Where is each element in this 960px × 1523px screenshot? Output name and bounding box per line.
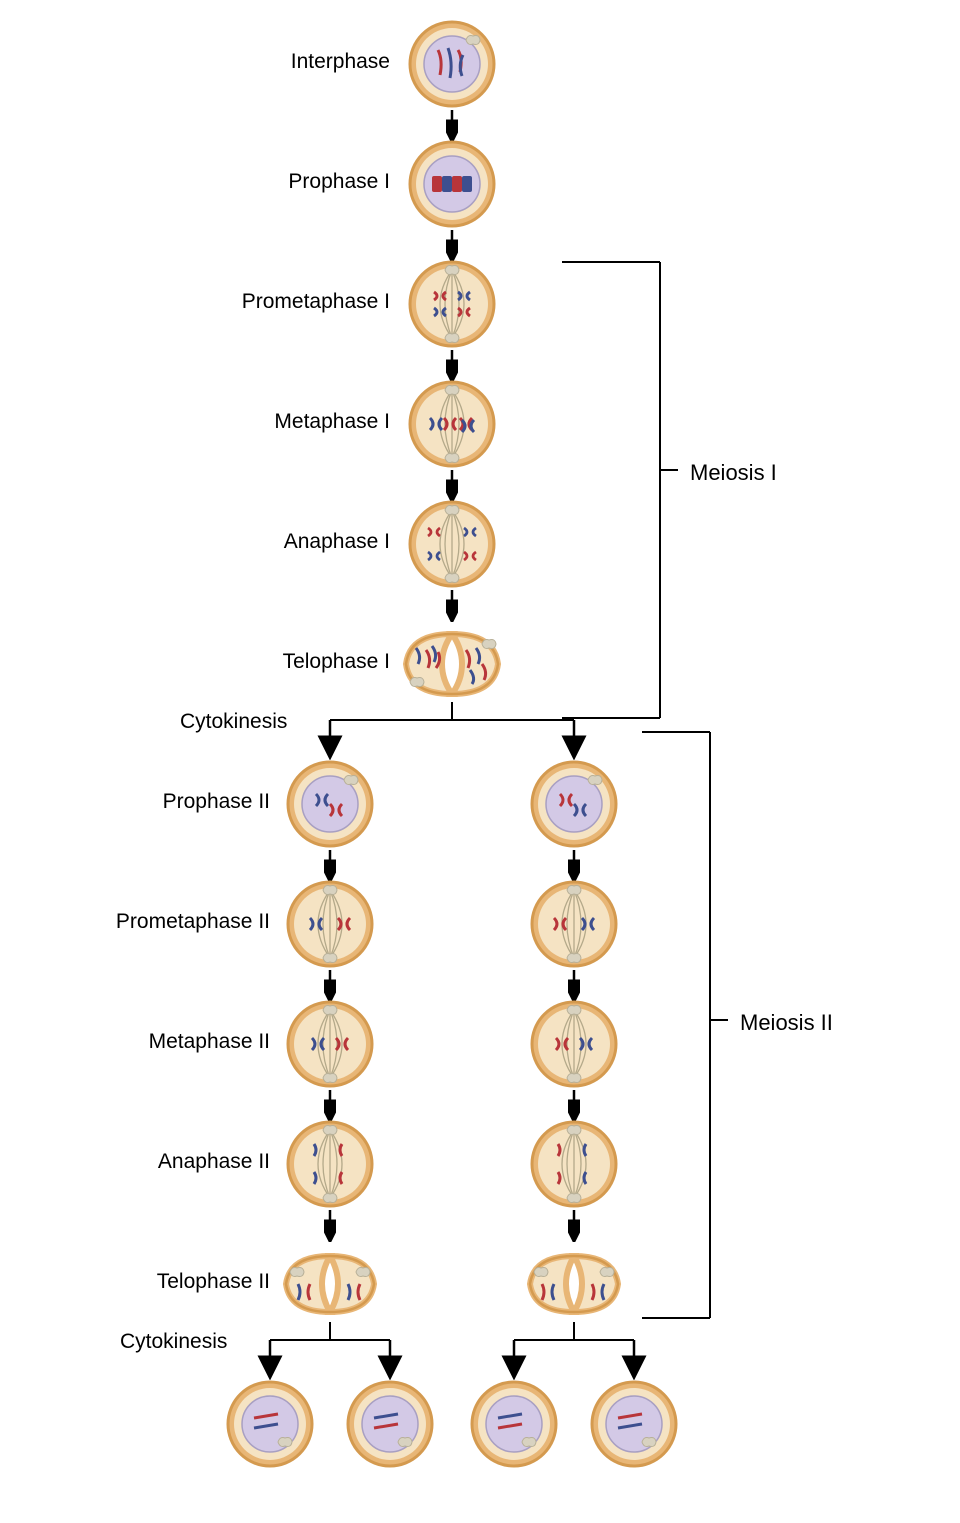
prometaphase2-cell-b — [530, 880, 618, 968]
arrow-down — [446, 108, 458, 142]
telophase2-cell-b — [514, 1240, 634, 1328]
metaphase1-cell — [408, 380, 496, 468]
arrow-down — [568, 1208, 580, 1242]
prometaphase1-label: Prometaphase I — [180, 290, 390, 314]
metaphase2-label: Metaphase II — [100, 1030, 270, 1054]
branch-arrows-2a — [220, 1320, 440, 1380]
interphase-cell — [408, 20, 496, 108]
prophase1-label: Prophase I — [220, 170, 390, 194]
prophase2-cell-b — [530, 760, 618, 848]
metaphase1-label: Metaphase I — [220, 410, 390, 434]
arrow-down — [446, 228, 458, 262]
prometaphase2-cell-a — [286, 880, 374, 968]
meiosis2-bracket — [640, 730, 730, 1320]
anaphase2-cell-a — [286, 1120, 374, 1208]
arrow-down — [568, 968, 580, 1002]
anaphase1-label: Anaphase I — [220, 530, 390, 554]
meiosis-diagram: Interphase Prophase I Prometaphase I Met… — [20, 20, 940, 1503]
arrow-down — [568, 1088, 580, 1122]
daughter-cell-4 — [590, 1380, 678, 1468]
interphase-label: Interphase — [220, 50, 390, 74]
branch-arrows-2b — [464, 1320, 684, 1380]
metaphase2-cell-b — [530, 1000, 618, 1088]
metaphase2-cell-a — [286, 1000, 374, 1088]
anaphase2-cell-b — [530, 1120, 618, 1208]
meiosis2-label: Meiosis II — [740, 1010, 833, 1036]
prophase1-cell — [408, 140, 496, 228]
arrow-down — [568, 848, 580, 882]
arrow-down — [324, 1208, 336, 1242]
telophase1-cell — [392, 620, 512, 708]
arrow-down — [324, 848, 336, 882]
arrow-down — [446, 588, 458, 622]
prometaphase2-label: Prometaphase II — [60, 910, 270, 934]
prophase2-label: Prophase II — [100, 790, 270, 814]
telophase2-cell-a — [270, 1240, 390, 1328]
daughter-cell-2 — [346, 1380, 434, 1468]
telophase2-label: Telophase II — [100, 1270, 270, 1294]
prophase2-cell-a — [286, 760, 374, 848]
arrow-down — [446, 468, 458, 502]
anaphase2-label: Anaphase II — [100, 1150, 270, 1174]
telophase1-label: Telophase I — [220, 650, 390, 674]
arrow-down — [324, 968, 336, 1002]
anaphase1-cell — [408, 500, 496, 588]
arrow-down — [446, 348, 458, 382]
prometaphase1-cell — [408, 260, 496, 348]
arrow-down — [324, 1088, 336, 1122]
daughter-cell-3 — [470, 1380, 558, 1468]
meiosis1-bracket — [560, 260, 680, 720]
meiosis1-label: Meiosis I — [690, 460, 777, 486]
daughter-cell-1 — [226, 1380, 314, 1468]
